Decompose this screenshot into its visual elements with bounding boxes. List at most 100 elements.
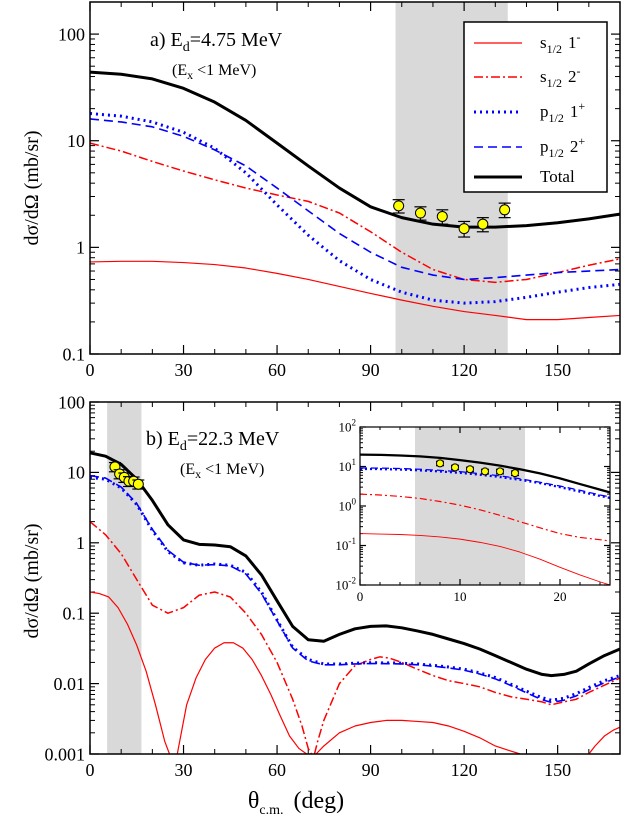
subtitle-rest: <1 MeV): [201, 461, 264, 478]
y-tick-label: 10: [67, 463, 85, 483]
panel-subtitle: (Ex <1 MeV): [180, 461, 264, 481]
series-total-line: [360, 453, 610, 494]
data-marker: [451, 463, 459, 472]
legend-label: p1/2 1+: [540, 99, 585, 125]
curves: [360, 453, 610, 585]
series-p1-2-1--line: [360, 467, 610, 500]
series-total-line: [90, 70, 620, 229]
title-sub: d: [180, 439, 187, 454]
series-s1-2-2--line: [360, 493, 610, 542]
y-tick-label: 100: [58, 392, 85, 412]
title-main: b) E: [146, 428, 180, 450]
subtitle-rest: <1 MeV): [193, 62, 256, 79]
x-tick-label: 150: [544, 360, 571, 380]
panel-title: a) Ed=4.75 MeV: [150, 29, 283, 55]
legend-label: s1/2 1-: [540, 30, 580, 56]
data-marker: [511, 469, 519, 478]
x-tick-label: 30: [175, 360, 193, 380]
title-main: a) E: [150, 29, 183, 51]
y-tick-label: 102: [338, 418, 356, 435]
data-marker: [481, 467, 489, 476]
y-tick-label: 10: [67, 131, 85, 151]
data-point: [496, 467, 504, 476]
y-tick-label: 101: [338, 457, 356, 474]
legend-box: [463, 21, 608, 193]
data-marker: [132, 478, 144, 490]
series-total-line: [90, 451, 620, 678]
y-axis-label: dσ/dΩ (mb/sr): [21, 130, 43, 245]
legend-entry-s12-2minus: s1/2 2-: [474, 64, 580, 90]
series-s1-2-2--line: [90, 521, 313, 754]
inset-frame: [359, 426, 611, 586]
subtitle-sub: x: [187, 68, 193, 82]
data-point: [476, 217, 489, 233]
data-point: [511, 469, 519, 478]
data-point: [436, 459, 444, 468]
data-marker: [466, 465, 474, 474]
shaded-angle-region: [415, 427, 525, 585]
legend: s1/2 1- s1/2 2- p1/2 1+ p1/2 2+ Total: [463, 21, 608, 193]
y-tick-label: 100: [338, 497, 356, 514]
series-s1-2-2--line: [313, 656, 620, 754]
x-tick-label: 30: [175, 760, 193, 780]
y-axis-label: dσ/dΩ (mb/sr): [21, 523, 43, 638]
data-point: [466, 465, 474, 474]
series-s1-2-1--line: [90, 591, 171, 754]
x-axis-label-symbol: θ: [248, 788, 260, 814]
series-s1-2-1--line: [90, 260, 620, 321]
series-s1-2-1--line: [360, 533, 610, 585]
x-tick-label: 120: [451, 760, 478, 780]
tick-labels: 0 30 60 90 120 150 0.1 1 10 100: [58, 24, 571, 380]
subtitle-sub: x: [195, 467, 201, 481]
plot-frame: [89, 1, 621, 355]
x-tick-label: 120: [451, 360, 478, 380]
x-tick-label: 0: [86, 760, 95, 780]
x-tick-label: 20: [554, 589, 567, 604]
data-point: [481, 467, 489, 476]
x-tick-label: 60: [268, 760, 286, 780]
subtitle-open: (E: [180, 461, 195, 478]
series-p1-2-1--line: [90, 112, 620, 305]
series-s1-2-1--line: [176, 642, 308, 754]
data-marker: [477, 218, 489, 230]
data-point: [392, 199, 405, 214]
title-sub: d: [183, 40, 190, 55]
panel-title: b) Ed=22.3 MeV: [146, 428, 280, 454]
data-point: [498, 202, 511, 219]
legend-entry-total: Total: [474, 167, 575, 186]
y-tick-label: 10-2: [335, 576, 356, 593]
legend-entry-p12-2plus: p1/2 2+: [474, 134, 585, 160]
data-point: [132, 478, 145, 490]
data-marker: [393, 200, 405, 212]
series-s1-2-1--line: [315, 719, 521, 754]
data-marker: [414, 207, 426, 219]
series-s1-2-2--line: [90, 142, 620, 284]
y-tick-label: 0.001: [45, 744, 86, 764]
panel-subtitle: (Ex <1 MeV): [172, 62, 256, 82]
data-point: [458, 220, 471, 238]
data-marker: [458, 223, 470, 235]
x-tick-label: 0: [357, 589, 364, 604]
y-tick-label: 0.1: [63, 604, 86, 624]
x-axis-label: θc.m. (deg): [248, 788, 344, 818]
curves: [90, 451, 620, 754]
axis-ticks: [89, 401, 621, 755]
x-axis-label-unit: (deg): [293, 788, 344, 814]
x-axis-label-sub: c.m.: [259, 803, 283, 818]
data-points: [108, 461, 145, 490]
data-marker: [436, 210, 448, 222]
y-tick-label: 0.01: [54, 674, 86, 694]
y-tick-label: 100: [58, 24, 85, 44]
y-tick-label: 1: [76, 238, 85, 258]
curves: [90, 70, 620, 321]
legend-entry-p12-1plus: p1/2 1+: [474, 99, 585, 125]
series-p1-2-2--line: [90, 118, 620, 281]
title-value: =22.3 MeV: [187, 428, 280, 450]
data-marker: [436, 459, 444, 468]
x-tick-label: 150: [544, 760, 571, 780]
legend-label: s1/2 2-: [540, 64, 580, 90]
x-tick-label: 90: [362, 360, 380, 380]
